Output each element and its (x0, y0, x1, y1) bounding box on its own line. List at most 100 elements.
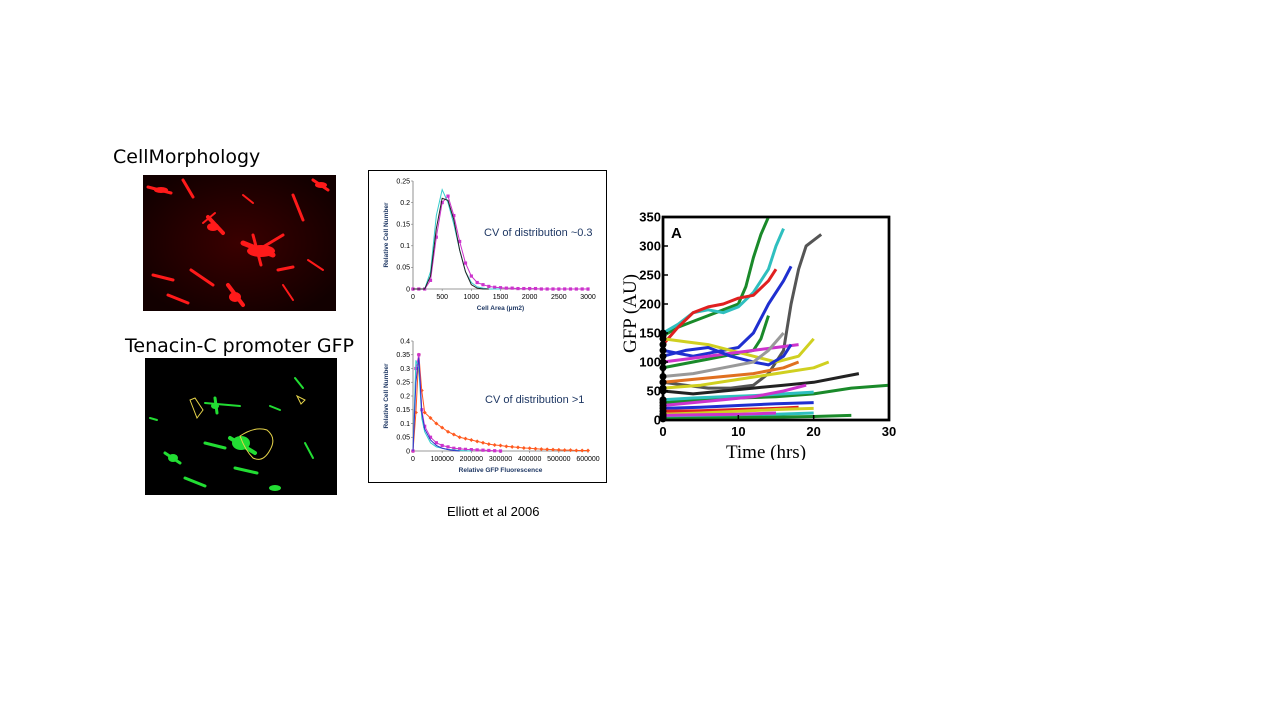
gfp-fluorescence-data-point (580, 448, 585, 453)
gfp-time-y-tick-label: 0 (654, 413, 661, 428)
gfp-fluorescence-data-point (446, 445, 450, 449)
gfp-fluorescence-x-axis-title: Relative GFP Fluorescence (459, 467, 543, 474)
gfp-time-series-line (663, 343, 799, 364)
cell-morphology-label: CellMorphology (113, 146, 261, 168)
gfp-fluorescence-data-point (498, 449, 503, 453)
cell-area-data-point (504, 286, 508, 290)
gfp-time-series-line (663, 413, 852, 420)
gfp-fluorescence-series-line (412, 357, 460, 452)
gfp-fluorescence-y-tick-label: 0.05 (396, 435, 410, 442)
cell-area-series-line (413, 197, 489, 290)
gfp-time-x-tick-label: 10 (731, 424, 745, 439)
gfp-fluorescence-data-point (440, 443, 444, 448)
gfp-fluorescence-data-point (469, 448, 473, 452)
gfp-time-start-point (659, 396, 667, 404)
cell-area-data-point (586, 287, 590, 291)
cell-area-x-tick-label: 1500 (493, 294, 509, 301)
gfp-time-x-tick-label: 0 (659, 424, 666, 439)
gfp-time-start-point (659, 378, 667, 386)
gfp-fluorescence-data-point (481, 440, 485, 445)
cell-area-data-point (574, 287, 578, 291)
gfp-time-start-point (659, 341, 667, 349)
gfp-fluorescence-data-point (469, 438, 474, 442)
gfp-fluorescence-data-point (533, 446, 538, 451)
gfp-fluorescence-data-point (413, 410, 418, 415)
gfp-fluorescence-data-point (562, 448, 567, 453)
cell-area-data-point (563, 287, 567, 291)
gfp-time-series-line (663, 360, 830, 390)
gfp-fluorescence-data-point (539, 447, 544, 452)
gfp-time-series-line (663, 383, 807, 407)
gfp-time-start-point (659, 352, 667, 360)
gfp-fluorescence-data-point (510, 444, 515, 449)
cell-area-y-tick-label: 0.1 (400, 243, 410, 250)
cell-area-data-point (487, 284, 491, 289)
cell-area-data-point (446, 194, 450, 198)
gfp-time-x-tick-label: 30 (882, 424, 896, 439)
gfp-fluorescence-data-point (527, 446, 532, 451)
gfp-fluorescence-data-point (545, 447, 550, 452)
gfp-fluorescence-y-tick-label: 0.35 (396, 352, 410, 359)
gfp-time-start-point (659, 346, 667, 354)
gfp-fluorescence-data-point (498, 443, 503, 448)
gfp-fluorescence-annotation: CV of distribution >1 (485, 394, 584, 406)
cell-area-x-tick-label: 1000 (464, 294, 480, 301)
gfp-time-series-line (663, 217, 770, 338)
gfp-fluorescence-data-point (434, 421, 439, 426)
gfp-time-y-tick-label: 200 (639, 297, 661, 312)
cell-area-data-point (475, 280, 479, 285)
gfp-promoter-label: Tenacin-C promoter GFP (125, 335, 354, 357)
gfp-fluorescence-data-point (457, 435, 462, 440)
cell-area-data-point (516, 286, 520, 291)
gfp-time-y-tick-label: 50 (647, 384, 661, 399)
cell-area-data-point (469, 274, 473, 278)
gfp-time-x-tick-label: 20 (806, 424, 820, 439)
cell-area-data-point (551, 287, 555, 291)
gfp-fluorescence-data-point (521, 445, 526, 450)
cell-area-y-tick-label: 0 (406, 286, 410, 293)
cell-area-series-line (413, 195, 588, 290)
gfp-time-plot-border (661, 215, 891, 422)
gfp-fluorescence-data-point (422, 410, 427, 415)
gfp-fluorescence-data-point (434, 441, 438, 445)
gfp-time-start-point (659, 384, 667, 392)
gfp-fluorescence-x-tick-label: 200000 (460, 456, 483, 463)
gfp-fluorescence-x-tick-label: 600000 (576, 456, 599, 463)
gfp-fluorescence-data-point (428, 435, 433, 439)
cell-area-y-tick-label: 0.15 (396, 222, 410, 229)
gfp-fluorescence-x-tick-label: 400000 (518, 456, 541, 463)
cell-area-series-line (413, 188, 501, 290)
gfp-fluorescence-data-point (458, 447, 462, 451)
cell-area-x-tick-label: 500 (436, 294, 448, 301)
gfp-time-series-line (663, 383, 889, 405)
cell-area-data-point (434, 235, 438, 239)
gfp-fluorescence-data-point (504, 444, 509, 449)
gfp-time-start-point (659, 364, 667, 372)
gfp-time-series-line (663, 315, 770, 370)
cell-area-data-point (458, 239, 462, 244)
cell-area-data-point (539, 287, 543, 291)
cell-area-data-point (568, 287, 573, 291)
gfp-time-y-tick-label: 300 (639, 239, 661, 254)
gfp-fluorescence-data-point (551, 447, 555, 452)
gfp-fluorescence-data-point (446, 429, 450, 434)
gfp-fluorescence-x-tick-label: 100000 (430, 456, 453, 463)
cell-area-data-point (557, 287, 561, 291)
gfp-time-y-tick-label: 150 (639, 326, 661, 341)
gfp-fluorescence-data-point (574, 448, 579, 453)
gfp-time-series-line (663, 390, 814, 402)
cell-area-y-tick-label: 0.25 (396, 178, 410, 185)
gfp-time-chart: 0 50 100 150 200 250 300 350 0 10 20 30 Time (hrs) GF… (620, 210, 896, 460)
gfp-fluorescence-y-tick-label: 0.4 (400, 338, 410, 345)
cell-area-data-point (545, 287, 549, 291)
gfp-time-series-line (663, 268, 778, 346)
gfp-fluorescence-data-point (463, 436, 468, 441)
cell-area-data-point (580, 287, 584, 291)
gfp-fluorescence-y-tick-label: 0 (406, 448, 410, 455)
gfp-fluorescence-series-line (412, 360, 472, 452)
gfp-time-series-line (663, 372, 860, 396)
distribution-charts-panel: 0 0.05 0.1 0.15 0.2 0.25 0 500 1000 1500 2000 2500 3… (368, 170, 607, 483)
citation: Elliott et al 2006 (447, 504, 540, 519)
gfp-time-series-line (663, 332, 785, 378)
gfp-fluorescence-data-point (556, 447, 561, 452)
